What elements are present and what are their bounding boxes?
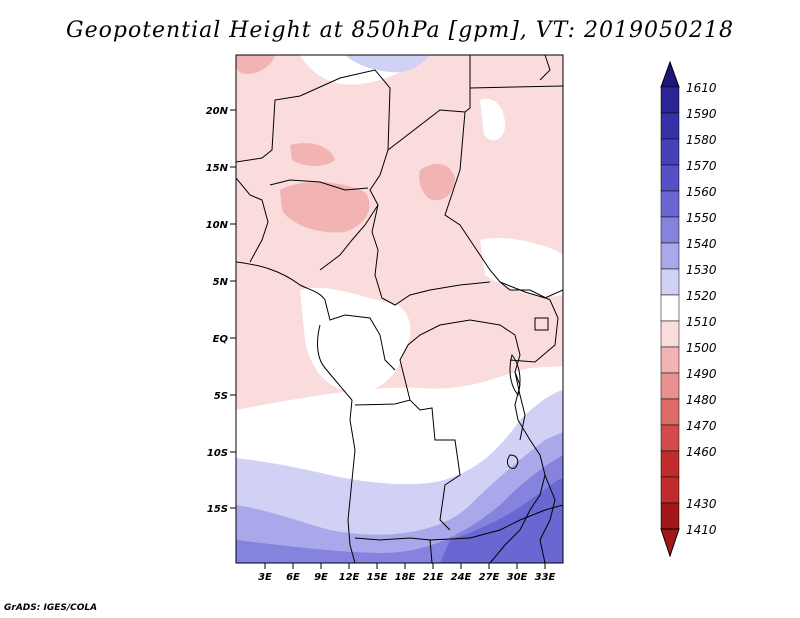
colorbar-label: 1570 (686, 159, 717, 173)
colorbar-label: 1470 (686, 419, 717, 433)
colorbar-label: 1480 (686, 393, 717, 407)
chart-title: Geopotential Height at 850hPa [gpm], VT:… (66, 18, 734, 43)
field-1490-nw (236, 55, 275, 75)
colorbar-cell (660, 86, 680, 114)
border-mozambique (539, 474, 556, 563)
colorbar-cell (660, 424, 680, 452)
colorbar: 1610 1590 1580 1570 1560 1550 1540 1530 … (660, 60, 717, 558)
colorbar-bottom-triangle (660, 528, 680, 558)
colorbar-cell (660, 450, 680, 478)
border-angola (354, 399, 461, 531)
border-niger-nigeria (269, 179, 369, 191)
colorbar-cell (660, 372, 680, 400)
colorbar-label: 1530 (686, 263, 717, 277)
colorbar-top-triangle (660, 60, 680, 88)
map-frame (235, 54, 564, 564)
coastline-gabon (317, 324, 353, 401)
field-1490-nigeria (280, 181, 370, 233)
field-1510-congo (300, 287, 411, 393)
lon-label: 30E (507, 572, 528, 583)
colorbar-label: 1610 (686, 81, 717, 95)
colorbar-cell (660, 502, 680, 530)
colorbar-label: 1410 (686, 523, 717, 537)
colorbar-label: 1590 (686, 107, 717, 121)
colorbar-cell (660, 476, 680, 504)
lat-label: 15N (206, 163, 229, 174)
lat-label: 10S (207, 448, 228, 459)
field-1490-chad (419, 163, 455, 201)
colorbar-cell (660, 242, 680, 270)
colorbar-label: 1560 (686, 185, 717, 199)
border-guinea (236, 177, 269, 263)
lat-label: 5N (213, 277, 229, 288)
field-1510-north (480, 98, 505, 141)
border-west-africa (236, 69, 391, 271)
lon-axis: 3E 6E 9E 12E 15E 18E 21E 24E 27E 30E 33E (258, 563, 556, 583)
lat-label: 15S (207, 504, 228, 515)
lat-label: 5S (214, 391, 228, 402)
footer-credit: GrADS: IGES/COLA (4, 603, 98, 613)
border-uganda (499, 281, 559, 363)
field-1490-niger (290, 143, 335, 166)
colorbar-cell (660, 320, 680, 348)
colorbar-cell (660, 138, 680, 166)
lon-label: 21E (423, 572, 444, 583)
colorbar-cell (660, 112, 680, 140)
colorbar-label: 1500 (686, 341, 717, 355)
colorbar-cell (660, 164, 680, 192)
lon-label: 18E (395, 572, 416, 583)
border-congo (324, 299, 396, 371)
colorbar-cell (660, 190, 680, 218)
colorbar-label: 1430 (686, 497, 717, 511)
lat-axis: 20N 15N 10N 5N EQ 5S 10S 15S (206, 106, 236, 515)
lake-victoria (534, 317, 549, 331)
colorbar-label: 1490 (686, 367, 717, 381)
coastline-gulf (236, 261, 326, 301)
lon-label: 15E (367, 572, 388, 583)
field-1550 (440, 478, 563, 563)
country-borders (236, 55, 563, 563)
lat-label: EQ (213, 334, 229, 345)
colorbar-label: 1540 (686, 237, 717, 251)
field-1520-top (345, 55, 430, 73)
lon-label: 9E (314, 572, 328, 583)
lon-label: 27E (479, 572, 500, 583)
colorbar-label: 1460 (686, 445, 717, 459)
lon-label: 33E (535, 572, 556, 583)
colorbar-label: 1520 (686, 289, 717, 303)
colorbar-cell (660, 346, 680, 374)
lon-label: 24E (451, 572, 472, 583)
colorbar-cell (660, 294, 680, 322)
lake-tanganyika (509, 353, 521, 397)
lat-label: 10N (206, 220, 229, 231)
colorbar-label: 1550 (686, 211, 717, 225)
border-sudan (444, 111, 563, 299)
border-zimbabwe (489, 509, 531, 563)
border-namibia (354, 537, 433, 563)
lat-label: 20N (206, 106, 229, 117)
colorbar-cell (660, 216, 680, 244)
lon-label: 3E (258, 572, 272, 583)
coast-redsea (539, 55, 551, 81)
colorbar-cell (660, 398, 680, 426)
colorbar-label: 1580 (686, 133, 717, 147)
colorbar-cell (660, 268, 680, 296)
coastline-angola (347, 399, 356, 563)
lon-label: 6E (286, 572, 300, 583)
lon-label: 12E (339, 572, 360, 583)
border-egypt (469, 85, 563, 89)
border-zambia-south (429, 504, 563, 541)
lake-malawi (507, 454, 519, 469)
height-field (236, 55, 563, 563)
colorbar-label: 1510 (686, 315, 717, 329)
border-car (371, 204, 491, 306)
